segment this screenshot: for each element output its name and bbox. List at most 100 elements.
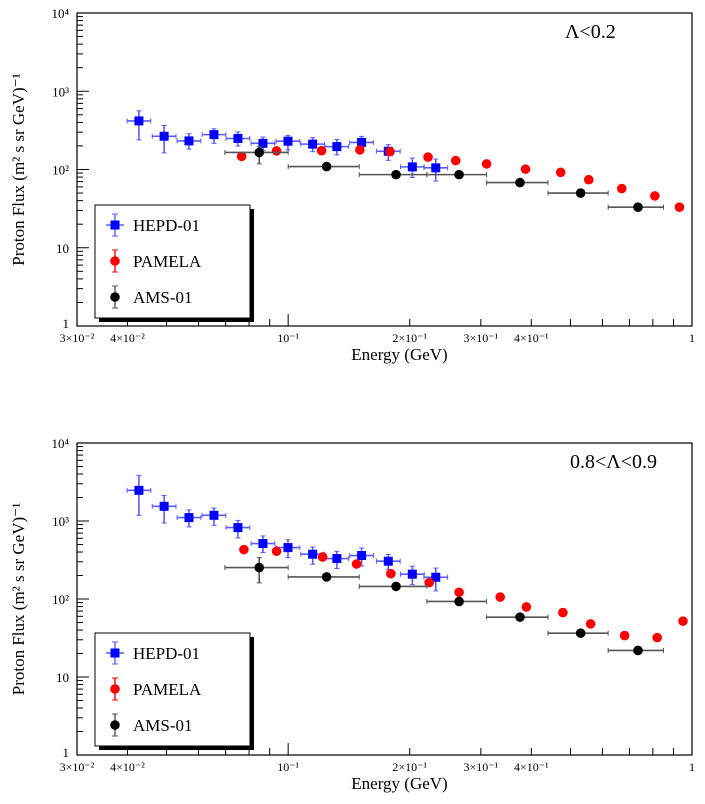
x-tick-label: 4×10⁻¹ xyxy=(514,760,549,774)
legend-label: HEPD-01 xyxy=(133,644,200,663)
data-point xyxy=(423,152,433,162)
data-point xyxy=(134,116,144,126)
data-point xyxy=(321,161,332,172)
data-point xyxy=(254,147,265,158)
data-point xyxy=(283,543,293,553)
legend-box xyxy=(94,204,251,319)
y-tick-label: 10² xyxy=(52,163,69,178)
data-point xyxy=(583,174,594,185)
chart-panel-2: 3×10⁻² 4×10⁻² 10⁻¹ 2×10⁻¹ 3×10⁻¹ 4×10⁻¹ 1 1 10 10… xyxy=(9,436,695,793)
legend-label: AMS-01 xyxy=(133,288,193,307)
legend-item: PAMELA xyxy=(110,677,202,701)
data-point xyxy=(558,607,568,618)
legend-label: AMS-01 xyxy=(133,716,193,735)
legend-item: AMS-01 xyxy=(110,713,193,737)
legend-marker xyxy=(110,720,120,730)
x-tick-label: 3×10⁻² xyxy=(60,760,95,774)
data-point xyxy=(357,551,367,561)
legend-item: PAMELA xyxy=(110,249,202,273)
legend-item: HEPD-01 xyxy=(106,213,200,237)
data-point xyxy=(674,202,685,212)
data-point xyxy=(283,136,293,146)
data-point xyxy=(308,549,318,559)
data-point xyxy=(520,164,531,174)
data-point xyxy=(332,554,342,564)
y-tick-label: 10³ xyxy=(52,84,69,99)
data-point xyxy=(184,136,194,146)
data-point xyxy=(616,183,627,194)
data-point xyxy=(159,501,169,511)
data-point xyxy=(209,130,219,140)
data-point xyxy=(678,616,688,626)
legend-label: PAMELA xyxy=(133,680,202,699)
data-point xyxy=(633,645,643,656)
panel-annotation: 0.8<Λ<0.9 xyxy=(570,451,657,473)
data-point xyxy=(521,602,532,612)
data-point xyxy=(585,619,596,629)
chart-panel-1: 3×10⁻² 4×10⁻² 10⁻¹ 2×10⁻¹ 3×10⁻¹ 4×10⁻¹ 1 1 10 10… xyxy=(9,6,695,364)
series-ams-01 xyxy=(224,146,664,212)
x-tick-label: 1 xyxy=(689,331,695,345)
y-tick-label: 10 xyxy=(56,241,69,256)
data-point xyxy=(308,139,318,149)
data-point xyxy=(355,145,365,155)
data-point xyxy=(454,169,464,180)
data-point xyxy=(386,568,396,579)
y-tick-label: 10² xyxy=(52,592,69,607)
data-point xyxy=(321,572,332,582)
data-point xyxy=(209,510,219,520)
data-point xyxy=(431,572,441,582)
legend-marker xyxy=(110,648,120,658)
data-point xyxy=(407,162,417,172)
x-tick-label: 4×10⁻² xyxy=(110,760,145,774)
data-point xyxy=(271,146,282,156)
y-axis-label: Proton Flux (m² s sr GeV)⁻¹ xyxy=(9,503,28,695)
data-point xyxy=(495,592,505,602)
data-point xyxy=(236,151,247,162)
x-tick-label: 10⁻¹ xyxy=(277,331,299,345)
data-point xyxy=(652,632,662,643)
x-tick-label: 4×10⁻¹ xyxy=(514,331,549,345)
data-point xyxy=(391,581,401,592)
data-point xyxy=(391,169,401,180)
y-tick-label: 10⁴ xyxy=(51,6,69,21)
data-point xyxy=(555,167,566,178)
data-point xyxy=(159,131,169,141)
data-point xyxy=(383,556,393,566)
legend: HEPD-01 PAMELA AMS-01 xyxy=(94,204,254,322)
x-tick-label: 10⁻¹ xyxy=(277,760,299,774)
panel-annotation: Λ<0.2 xyxy=(565,21,616,43)
y-axis-label: Proton Flux (m² s sr GeV)⁻¹ xyxy=(9,73,28,265)
y-tick-label: 10³ xyxy=(52,514,69,529)
data-point xyxy=(233,133,243,143)
data-point xyxy=(239,544,249,555)
data-point xyxy=(575,188,586,198)
series-hepd-01 xyxy=(126,110,449,182)
series-ams-01 xyxy=(224,557,664,656)
data-point xyxy=(316,145,327,156)
data-point xyxy=(134,485,144,495)
legend: HEPD-01 PAMELA AMS-01 xyxy=(94,632,254,750)
data-point xyxy=(271,546,282,557)
legend-label: PAMELA xyxy=(133,252,202,271)
data-point xyxy=(258,539,268,549)
y-tick-label: 10⁴ xyxy=(51,436,69,451)
data-point xyxy=(184,513,194,523)
x-tick-label: 2×10⁻¹ xyxy=(392,331,427,345)
data-point xyxy=(385,146,395,157)
y-tick-label: 1 xyxy=(63,316,70,331)
y-tick-label: 10 xyxy=(56,670,69,685)
data-point xyxy=(633,202,643,212)
series-pamela xyxy=(239,544,688,643)
data-point xyxy=(254,562,265,573)
data-point xyxy=(431,163,441,173)
x-tick-label: 1 xyxy=(689,760,695,774)
series-hepd-01 xyxy=(126,474,449,592)
legend-box xyxy=(94,632,251,747)
data-point xyxy=(351,559,362,569)
data-point xyxy=(454,587,464,598)
data-point xyxy=(407,569,417,579)
legend-item: HEPD-01 xyxy=(106,641,200,665)
data-point xyxy=(258,138,268,148)
